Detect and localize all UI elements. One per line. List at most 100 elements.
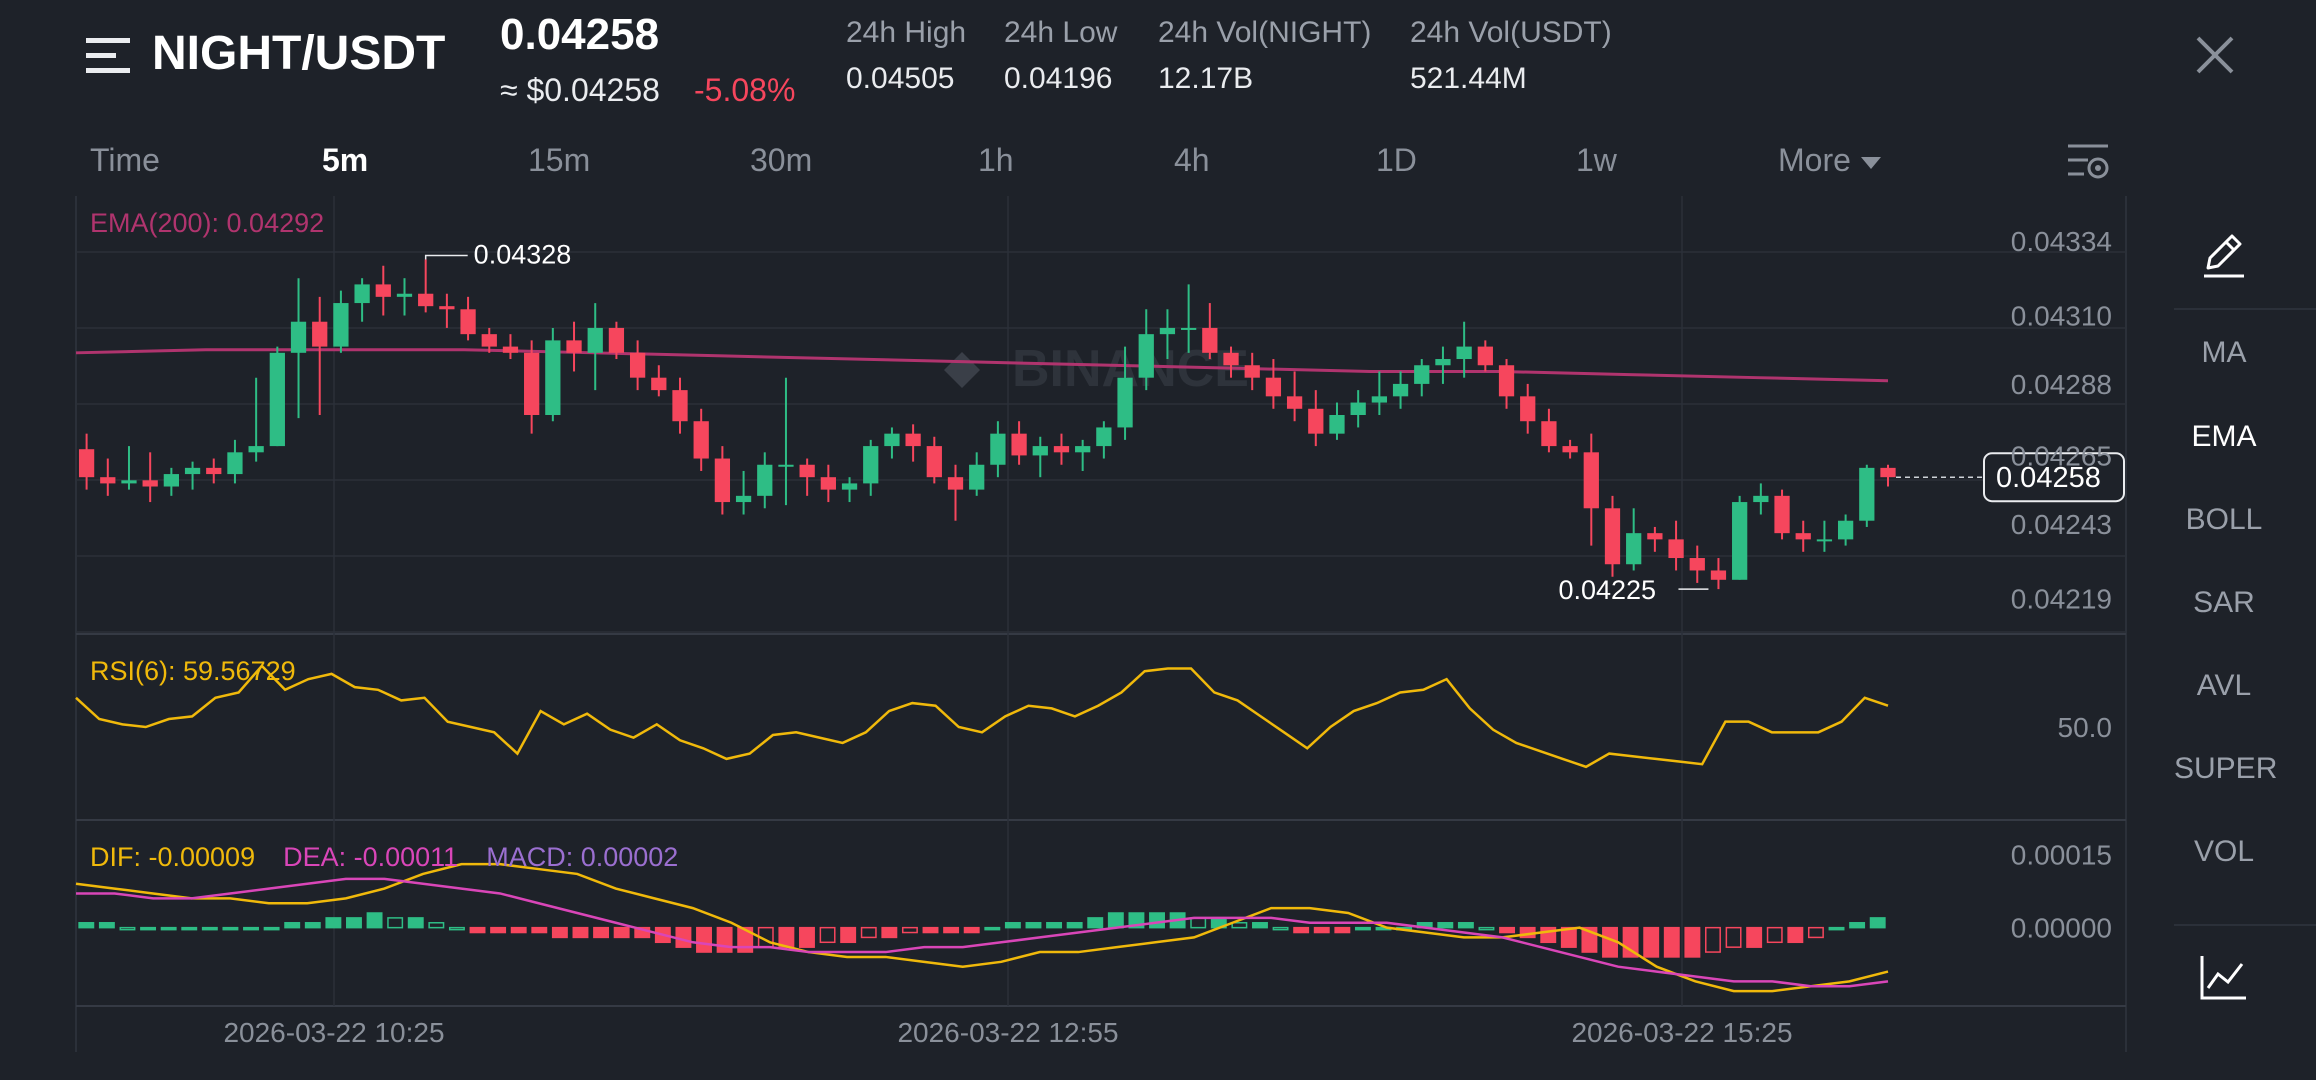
candle-body <box>163 474 179 487</box>
chart-settings-icon[interactable] <box>2066 140 2110 184</box>
candle-body <box>1032 446 1048 456</box>
candle-body <box>1520 396 1536 422</box>
candle-body <box>184 467 201 475</box>
candle-body <box>820 477 836 490</box>
macd-histogram-bar <box>1293 926 1310 934</box>
candle-body <box>905 433 921 447</box>
price-change-percent: -5.08% <box>694 72 796 108</box>
macd-histogram-bar <box>304 922 321 929</box>
candle-body <box>1053 446 1070 453</box>
macd-histogram-bar <box>1828 926 1845 931</box>
candle-body <box>1456 346 1472 360</box>
candle-body <box>1181 327 1197 330</box>
candle-body <box>354 284 370 304</box>
candle-body <box>524 352 540 415</box>
caret-down-icon <box>1860 156 1881 169</box>
tab-4h[interactable]: 4h <box>1174 142 1210 178</box>
candle-body <box>1562 446 1578 453</box>
candle-body <box>926 446 942 478</box>
tab-15m[interactable]: 15m <box>528 142 591 178</box>
stat-value-24h-vol-base: 12.17B <box>1158 62 1254 95</box>
macd-y-tick-label: 0.00015 <box>2011 839 2112 870</box>
last-price-label: 0.04258 <box>1996 462 2101 494</box>
macd-histogram-bar <box>1787 926 1804 944</box>
candle-body <box>1795 533 1811 540</box>
y-tick-label: 0.04288 <box>2011 369 2112 400</box>
tab-30m[interactable]: 30m <box>750 142 813 178</box>
macd-histogram-bar <box>1025 922 1042 929</box>
macd-histogram-bar <box>1004 922 1021 929</box>
candle-body <box>1308 408 1324 434</box>
macd-histogram-bar <box>613 926 630 939</box>
macd-histogram-bar <box>243 926 259 931</box>
candle-body <box>1541 421 1557 447</box>
macd-pane <box>75 862 1889 993</box>
macd-histogram-bar <box>1705 926 1721 953</box>
candle-body <box>1753 495 1769 503</box>
candle-body <box>651 377 667 391</box>
macd-histogram-bar <box>469 926 486 934</box>
macd-histogram-bar <box>160 926 177 931</box>
ema-legend: EMA(200): 0.04292 <box>90 208 324 238</box>
macd-histogram-bar <box>1334 926 1351 934</box>
candle-body <box>1265 377 1282 397</box>
tab-5m[interactable]: 5m <box>322 142 369 178</box>
line-chart-icon[interactable] <box>2198 952 2250 1004</box>
candle-body <box>1202 327 1218 353</box>
indicator-ema[interactable]: EMA <box>2191 420 2257 453</box>
macd-histogram-bar <box>1643 926 1660 958</box>
candle-body <box>1477 346 1493 366</box>
macd-histogram-bar <box>1622 926 1639 958</box>
macd-histogram-bar <box>222 926 239 931</box>
macd-histogram-bar <box>325 917 342 929</box>
indicator-super[interactable]: SUPER <box>2174 752 2278 785</box>
candle-body <box>1138 334 1154 378</box>
last-price-box <box>1983 452 2125 503</box>
candle-body <box>142 480 158 487</box>
tab-1d[interactable]: 1D <box>1376 142 1417 178</box>
candle-body <box>990 433 1006 465</box>
candle-body <box>121 480 137 484</box>
tab-1h[interactable]: 1h <box>978 142 1014 178</box>
candles <box>78 259 1896 590</box>
candle-body <box>1435 359 1451 366</box>
macd-histogram-bar <box>1272 926 1289 931</box>
side-divider <box>2174 924 2316 926</box>
candle-body <box>290 321 307 353</box>
macd-histogram-bar <box>1499 926 1516 934</box>
candle-body <box>587 327 603 353</box>
tab-1w[interactable]: 1w <box>1576 142 1617 178</box>
indicator-boll[interactable]: BOLL <box>2185 503 2263 536</box>
candle-body <box>1392 383 1409 397</box>
x-tick-label: 2026-03-22 15:25 <box>1571 1017 1792 1048</box>
indicator-avl[interactable]: AVL <box>2196 669 2252 702</box>
macd-histogram-bar <box>922 926 939 934</box>
candle-body <box>502 346 519 353</box>
macd-histogram-bar <box>284 922 301 929</box>
candle-body <box>629 352 646 378</box>
candle-body <box>206 467 222 475</box>
close-icon[interactable] <box>2190 30 2240 80</box>
indicator-ma[interactable]: MA <box>2201 336 2247 369</box>
indicator-vol[interactable]: VOL <box>2193 835 2255 868</box>
price-markers: 0.04328 0.04225 0.04258 <box>424 240 2125 605</box>
macd-histogram-bar <box>1849 922 1866 929</box>
macd-histogram-bar <box>716 926 733 953</box>
menu-icon[interactable] <box>84 32 132 80</box>
candle-body <box>841 483 858 490</box>
pair-title[interactable]: NIGHT/USDT <box>152 27 446 80</box>
tab-time[interactable]: Time <box>90 142 160 178</box>
macd-histogram-bar <box>1457 922 1474 929</box>
y-tick-label: 0.04265 <box>2011 440 2112 471</box>
indicator-sar[interactable]: SAR <box>2193 586 2255 619</box>
y-tick-label: 0.04310 <box>2011 301 2112 332</box>
macd-histogram-bar <box>510 926 527 934</box>
x-tick-label: 2026-03-22 12:55 <box>897 1017 1118 1048</box>
macd-histogram-bar <box>1087 917 1104 929</box>
macd-histogram-bar <box>551 926 568 939</box>
tab-more[interactable]: More <box>1778 142 1881 179</box>
candle-body <box>1329 415 1345 434</box>
macd-histogram-bar <box>98 922 115 929</box>
draw-tool-icon[interactable] <box>2196 228 2252 284</box>
